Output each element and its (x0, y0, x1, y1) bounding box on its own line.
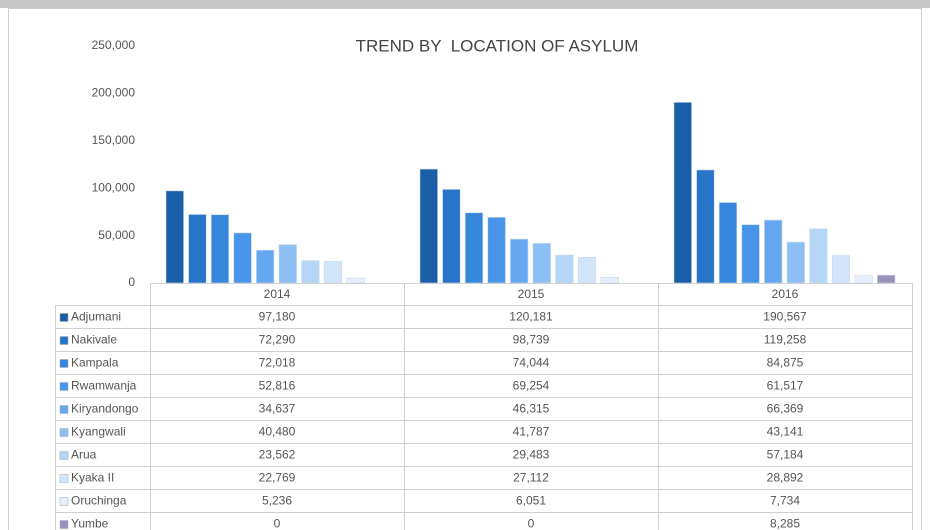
legend-label: Rwamwanja (71, 379, 137, 393)
bar (877, 274, 896, 284)
legend-swatch (59, 382, 69, 391)
legend-label: Adjumani (71, 310, 121, 324)
legend-label: Kyaka II (71, 471, 114, 485)
bar (464, 212, 484, 284)
table-cell: 23,562 (259, 448, 296, 462)
legend-label: Nakivale (71, 333, 117, 347)
table-cell: 120,181 (509, 310, 553, 324)
table-cell: 119,258 (764, 333, 807, 347)
chart-title: TREND BY LOCATION OF ASYLUM (356, 36, 639, 55)
table-cell: 27,112 (513, 471, 549, 485)
y-tick-label: 150,000 (92, 133, 136, 147)
table-cell: 40,480 (259, 425, 296, 439)
bar (442, 189, 461, 284)
legend-swatch (59, 359, 69, 368)
bar (278, 244, 297, 284)
bar (854, 275, 873, 284)
table-cell: 69,254 (513, 379, 550, 393)
y-tick-label: 0 (128, 275, 135, 289)
table-cell: 190,567 (763, 310, 807, 324)
legend-swatch (59, 520, 69, 529)
table-cell: 98,739 (513, 333, 550, 347)
table-cell: 46,315 (513, 402, 550, 416)
table-cell: 84,875 (767, 356, 804, 370)
bar (600, 276, 619, 284)
table-cell: 7,734 (770, 494, 800, 508)
bar (487, 217, 506, 284)
table-cell: 34,637 (259, 402, 296, 416)
bar (301, 260, 320, 284)
table-cell: 41,787 (513, 425, 550, 439)
table-cell: 28,892 (767, 471, 804, 485)
legend-swatch (59, 428, 69, 437)
bar (718, 202, 738, 284)
bar (346, 277, 365, 284)
legend-label: Kiryandongo (71, 402, 139, 416)
legend-swatch (59, 336, 69, 345)
table-cell: 43,141 (767, 425, 804, 439)
table-cell: 66,369 (767, 402, 804, 416)
legend-swatch (59, 474, 69, 483)
table-cell: 74,044 (513, 356, 550, 370)
table-cell: 61,517 (767, 379, 804, 393)
bar (673, 102, 692, 284)
table-cell: 0 (274, 517, 281, 530)
legend-swatch (59, 451, 69, 460)
table-cell: 0 (528, 517, 535, 530)
y-tick-label: 250,000 (92, 38, 136, 52)
legend-swatch (59, 313, 69, 322)
bar (323, 261, 343, 284)
table-cell: 72,018 (259, 356, 296, 370)
legend-label: Oruchinga (71, 494, 127, 508)
bar (510, 238, 529, 284)
legend-swatch (59, 497, 69, 506)
bar (165, 190, 184, 284)
bar (256, 249, 275, 284)
legend-label: Arua (71, 448, 97, 462)
table-cell: 22,769 (259, 471, 296, 485)
column-header: 2014 (264, 287, 291, 301)
table-cell: 8,285 (770, 517, 800, 530)
bar (741, 224, 760, 284)
bar (555, 254, 574, 284)
y-tick-label: 200,000 (92, 86, 136, 100)
bar (786, 241, 805, 284)
top-band (0, 0, 930, 8)
column-header: 2015 (518, 287, 545, 301)
table-cell: 29,483 (513, 448, 550, 462)
legend-label: Kampala (71, 356, 119, 370)
bar (532, 243, 551, 284)
bar (764, 219, 783, 284)
bar (577, 256, 597, 284)
legend-swatch (59, 405, 69, 414)
table-cell: 6,051 (516, 494, 546, 508)
bar (831, 255, 851, 284)
table-cell: 97,180 (259, 310, 296, 324)
y-tick-label: 100,000 (92, 180, 136, 194)
bar (696, 169, 715, 284)
y-tick-label: 50,000 (98, 228, 135, 242)
table-cell: 57,184 (767, 448, 804, 462)
legend-label: Yumbe (71, 517, 109, 530)
legend-label: Kyangwali (71, 425, 126, 439)
bar (233, 232, 252, 284)
column-header: 2016 (772, 287, 799, 301)
table-cell: 72,290 (259, 333, 296, 347)
table-cell: 5,236 (262, 494, 292, 508)
bar (188, 214, 207, 284)
table-cell: 52,816 (259, 379, 296, 393)
bar (419, 168, 438, 284)
bar (809, 228, 828, 284)
bar (210, 214, 230, 284)
